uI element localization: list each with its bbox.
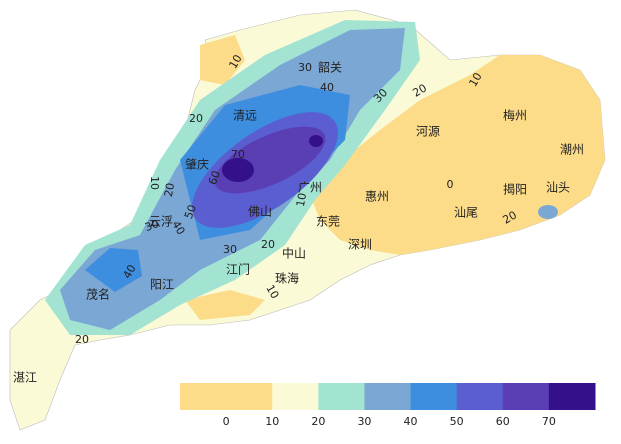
- city-label: 河源: [416, 125, 440, 139]
- legend-label: 0: [223, 415, 230, 428]
- zone-0-10-west: [200, 35, 245, 85]
- map-regions: [9, 9, 606, 431]
- legend-swatch: [410, 383, 458, 410]
- city-label: 东莞: [316, 215, 340, 229]
- city-label: 湛江: [13, 371, 37, 385]
- legend-swatch: [318, 383, 365, 410]
- city-label: 清远: [233, 109, 257, 123]
- city-label: 佛山: [248, 205, 272, 219]
- city-label: 惠州: [365, 190, 389, 204]
- contour-labels: 10 30 40 30 20 10 20 70 60 10 20 50 40 3…: [75, 52, 519, 346]
- city-labels: 韶关 清远 河源 梅州 潮州 肇庆 广州 惠州 揭阳 汕头 云浮 佛山 东莞 汕…: [13, 60, 584, 385]
- contour-label: 20: [500, 208, 519, 226]
- legend-label: 20: [311, 415, 325, 428]
- city-label: 潮州: [560, 142, 584, 157]
- city-label: 揭阳: [503, 182, 527, 197]
- legend-label: 10: [265, 415, 279, 428]
- contour-label: 70: [231, 148, 245, 161]
- legend-swatch: [502, 383, 550, 410]
- legend-swatch: [548, 383, 596, 410]
- contour-label: 40: [320, 81, 334, 94]
- contour-label: 10: [294, 192, 309, 208]
- city-label: 汕头: [546, 181, 570, 195]
- legend-swatch: [456, 383, 504, 410]
- city-label: 肇庆: [185, 157, 209, 172]
- contour-label: 20: [189, 112, 203, 125]
- contour-label: 20: [75, 333, 89, 346]
- contour-label: 20: [410, 81, 429, 99]
- city-label: 汕尾: [454, 206, 478, 220]
- contour-label: 40: [120, 262, 138, 281]
- legend-label: 40: [404, 415, 418, 428]
- zone-40-50-east: [538, 205, 558, 219]
- zone-70-plus: [222, 158, 254, 182]
- legend-swatch: [364, 383, 412, 410]
- city-label: 云浮: [149, 215, 173, 229]
- city-label: 韶关: [318, 60, 342, 75]
- zone-40-50: [85, 248, 142, 292]
- legend-swatch: [180, 383, 227, 410]
- legend-label: 60: [496, 415, 510, 428]
- contour-label: 40: [169, 218, 187, 237]
- contour-label: 30: [298, 61, 312, 74]
- contour-label: 10: [263, 282, 281, 301]
- contour-label: 30: [223, 243, 237, 256]
- city-label: 中山: [282, 246, 306, 261]
- city-label: 珠海: [275, 271, 299, 286]
- contour-label: 50: [182, 203, 199, 221]
- contour-label: 30: [143, 217, 161, 234]
- contour-label: 20: [162, 182, 177, 198]
- contour-label: 0: [447, 178, 454, 191]
- zone-0-10: [310, 55, 605, 255]
- zone-70-plus-north: [309, 135, 323, 147]
- city-label: 阳江: [150, 278, 174, 292]
- legend: 0 10 20 30 40 50 60 70: [180, 383, 596, 428]
- city-label: 江门: [226, 262, 250, 277]
- legend-swatch: [272, 383, 319, 410]
- city-label: 茂名: [86, 287, 110, 302]
- legend-label: 70: [542, 415, 556, 428]
- zone-0-10-south: [185, 290, 265, 320]
- city-label: 梅州: [503, 108, 527, 123]
- contour-label: 60: [206, 169, 223, 187]
- contour-label: 10: [148, 176, 161, 190]
- contour-label: 20: [261, 238, 275, 251]
- legend-swatch: [226, 383, 273, 410]
- city-label: 深圳: [348, 238, 372, 252]
- contour-label: 10: [466, 70, 484, 89]
- city-label: 广州: [298, 181, 322, 195]
- legend-label: 50: [450, 415, 464, 428]
- contour-label: 10: [226, 52, 244, 71]
- legend-label: 30: [357, 415, 371, 428]
